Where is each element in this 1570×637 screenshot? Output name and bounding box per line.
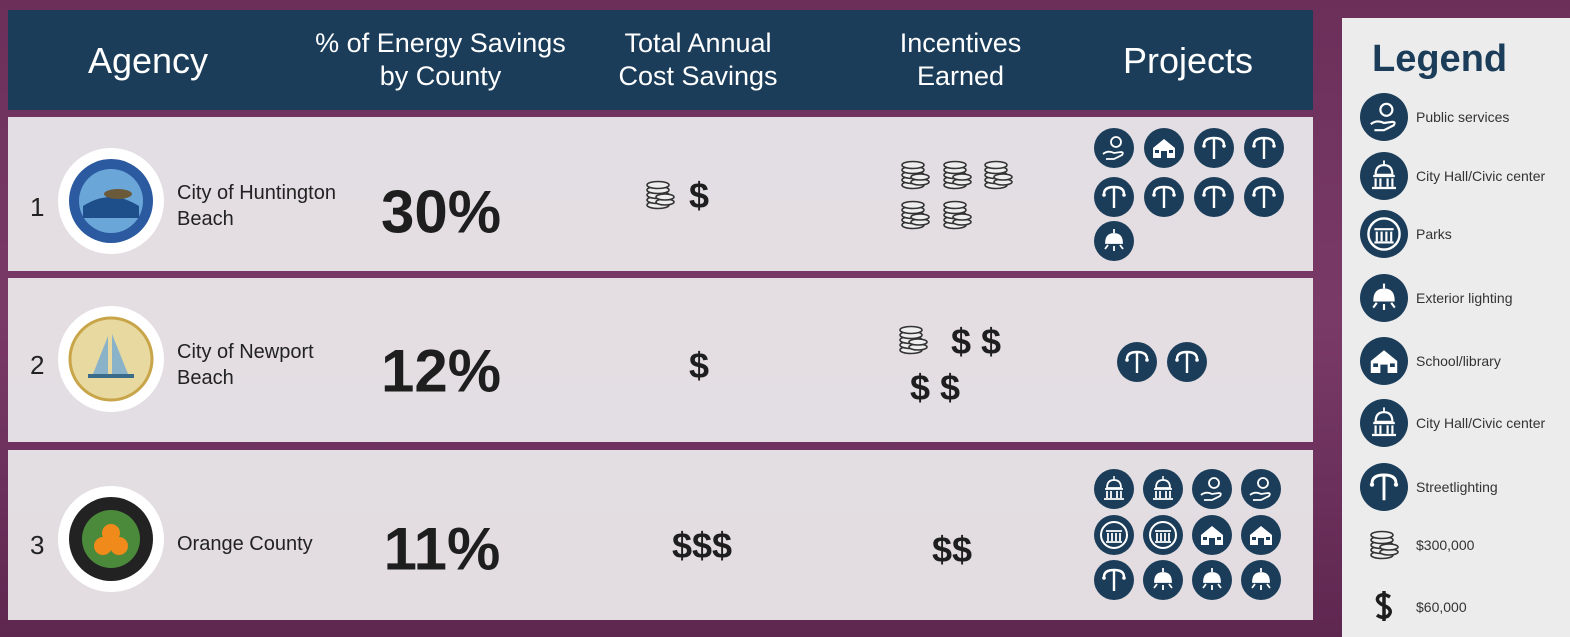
project-icon	[1194, 128, 1234, 168]
agency-name: Orange County	[177, 531, 362, 557]
legend-label: $300,000	[1416, 537, 1474, 553]
legend-icon	[1360, 399, 1408, 447]
legend-icon	[1360, 93, 1408, 141]
legend-label: Exterior lighting	[1416, 290, 1513, 306]
legend-label: $60,000	[1416, 599, 1467, 615]
project-icon	[1241, 469, 1281, 509]
rank: 3	[30, 530, 44, 561]
table-header: Agency % of Energy Savings by County Tot…	[8, 10, 1313, 110]
column-header: Agency	[58, 10, 238, 110]
column-header: Total Annual Cost Savings	[598, 10, 798, 110]
project-icon	[1194, 177, 1234, 217]
incentives: $$	[932, 529, 972, 571]
agency-logo	[58, 148, 164, 254]
legend-title: Legend	[1372, 38, 1507, 81]
agency-logo	[58, 306, 164, 412]
legend-label: Parks	[1416, 226, 1452, 242]
legend-icon	[1369, 587, 1399, 627]
coin-stack	[898, 198, 932, 232]
legend-icon	[1360, 152, 1408, 200]
project-icon	[1094, 560, 1134, 600]
cost-savings: $$$	[672, 525, 732, 567]
column-header: % of Energy Savings by County	[308, 10, 573, 110]
legend-label: City Hall/Civic center	[1416, 168, 1545, 184]
energy-percent: 12%	[381, 337, 501, 406]
column-header: Incentives Earned	[878, 10, 1043, 110]
coin-stack	[981, 158, 1015, 192]
incentives: $ $	[910, 367, 960, 409]
project-icon	[1094, 515, 1134, 555]
project-icon	[1094, 469, 1134, 509]
coin-stack	[643, 178, 677, 212]
agency-logo	[58, 486, 164, 592]
coin-stack	[896, 323, 930, 357]
coin-stack	[898, 158, 932, 192]
legend-label: Streetlighting	[1416, 479, 1498, 495]
coin-stack	[940, 198, 974, 232]
legend-icon	[1360, 337, 1408, 385]
project-icon	[1094, 177, 1134, 217]
legend-icon	[1360, 463, 1408, 511]
cost-savings: $	[689, 175, 709, 217]
incentives: $ $	[951, 321, 1001, 363]
project-icon	[1144, 128, 1184, 168]
project-icon	[1192, 515, 1232, 555]
cost-savings: $	[689, 345, 709, 387]
rank: 1	[30, 192, 44, 223]
infographic: Agency % of Energy Savings by County Tot…	[0, 0, 1570, 637]
project-icon	[1192, 560, 1232, 600]
project-icon	[1244, 128, 1284, 168]
project-icon	[1241, 515, 1281, 555]
project-icon	[1167, 342, 1207, 382]
energy-percent: 30%	[381, 178, 501, 247]
project-icon	[1143, 560, 1183, 600]
project-icon	[1094, 128, 1134, 168]
legend-label: School/library	[1416, 353, 1501, 369]
legend-label: Public services	[1416, 109, 1509, 125]
project-icon	[1192, 469, 1232, 509]
legend-icon	[1360, 210, 1408, 258]
coin-stack	[940, 158, 974, 192]
column-header: Projects	[1098, 10, 1278, 110]
legend-icon	[1367, 528, 1401, 562]
project-icon	[1244, 177, 1284, 217]
legend-icon	[1360, 274, 1408, 322]
rank: 2	[30, 350, 44, 381]
project-icon	[1143, 515, 1183, 555]
agency-name: City of Newport Beach	[177, 339, 362, 391]
legend-label: City Hall/Civic center	[1416, 415, 1545, 431]
energy-percent: 11%	[384, 515, 501, 584]
project-icon	[1144, 177, 1184, 217]
project-icon	[1094, 221, 1134, 261]
agency-name: City of Huntington Beach	[177, 180, 362, 232]
project-icon	[1117, 342, 1157, 382]
project-icon	[1143, 469, 1183, 509]
project-icon	[1241, 560, 1281, 600]
